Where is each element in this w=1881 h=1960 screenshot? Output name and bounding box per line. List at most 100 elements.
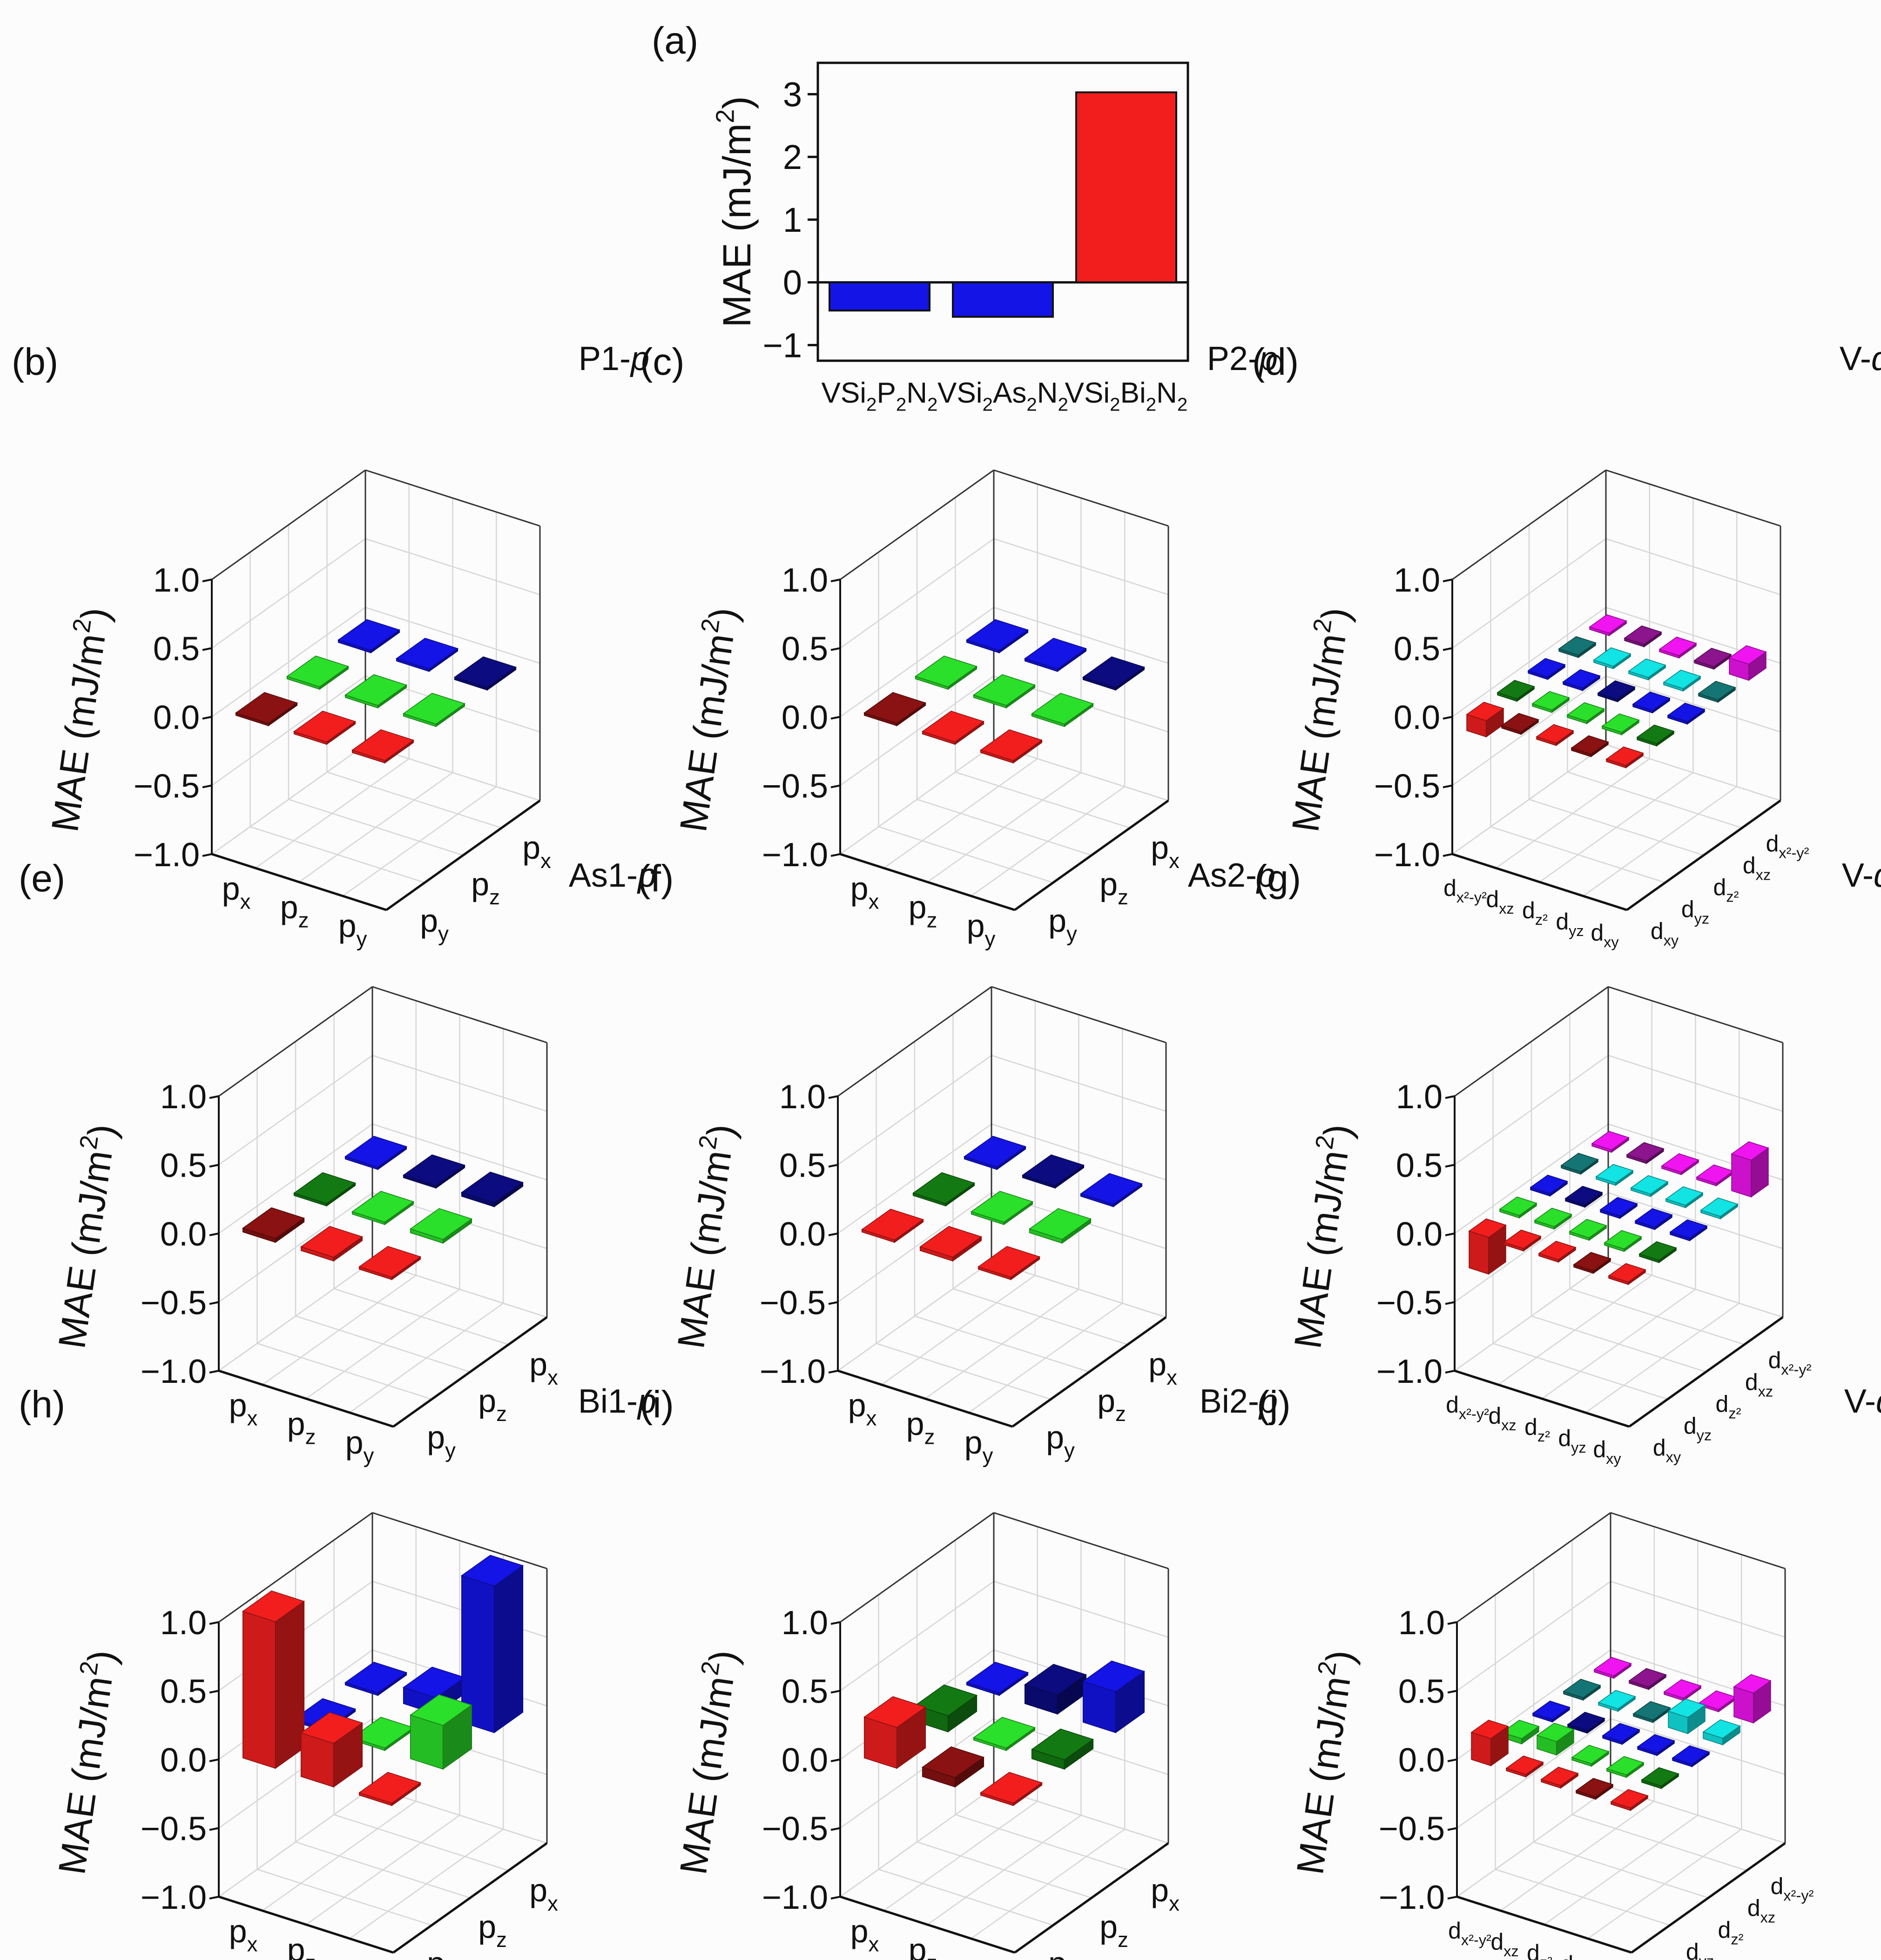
y-axis-label-part: MAE (mJ/m (1289, 1674, 1359, 1877)
grid-line (342, 786, 497, 897)
y-category-label-part: y (1064, 1438, 1075, 1462)
grid-line (968, 1302, 1123, 1414)
z-tick (1443, 647, 1453, 651)
bar-top-face (1540, 1766, 1579, 1786)
x-category-label-part: xy (1606, 1450, 1621, 1467)
bar-top-face (1601, 713, 1640, 733)
y-category-label-part: x (540, 849, 551, 873)
bar-top-face (861, 1208, 924, 1240)
y-axis-label-part: MAE (mJ/m (1287, 1148, 1356, 1351)
x-tick-label-part: P (876, 377, 896, 409)
z-tick (1445, 1233, 1455, 1236)
x-category-label: py (345, 1950, 374, 1960)
y-axis-line (1014, 1842, 1169, 1954)
bar-top-face (1663, 669, 1701, 689)
y-category-label-part: p (478, 1909, 496, 1945)
bar-top-face (1593, 647, 1632, 667)
box-edge (1610, 1512, 1786, 1569)
bar-top-face (915, 1684, 978, 1716)
z-tick (209, 1370, 219, 1374)
bar-top-face (242, 1207, 305, 1239)
x-tick-label-part: N (1037, 377, 1058, 409)
bar-top-face (344, 1136, 407, 1168)
bar-top-face (300, 1226, 363, 1258)
bar-top-face (971, 1191, 1033, 1223)
bar-top-face (235, 692, 298, 724)
panel-title: V-d (1842, 857, 1881, 894)
z-tick-label: 0.5 (1398, 1673, 1445, 1711)
x-category-label: pz (287, 1932, 316, 1960)
y-category-label: pz (471, 866, 500, 909)
bar-top-face (1501, 713, 1539, 733)
z-tick-label: 1.0 (1396, 1078, 1443, 1116)
z-tick-label: 1.0 (782, 562, 828, 599)
x-axis-line (1452, 853, 1627, 911)
bar-top-face (1667, 702, 1706, 722)
x-category-label-part: d (1593, 1436, 1606, 1462)
z-tick-label: 1.0 (1394, 562, 1440, 599)
x-tick-label-part: S (1084, 377, 1103, 409)
y-category-label-part: z (1115, 1402, 1126, 1426)
y-category-label: py (1046, 1419, 1075, 1462)
bar-top-face (1604, 1230, 1642, 1250)
panel-title: P1-p (579, 340, 649, 377)
bar-top-face (1566, 702, 1605, 722)
y-category-label-part: p (529, 1872, 547, 1908)
y-category-label-part: yz (1699, 1953, 1714, 1960)
y-category-label-part: z² (1726, 889, 1739, 905)
y-category-label-part: z (1118, 1928, 1128, 1952)
grid-line (295, 1841, 471, 1899)
z-tick-label: −1.0 (762, 836, 828, 874)
x-category-label: pz (287, 1406, 316, 1449)
grid-line (1531, 1315, 1706, 1373)
x-category-label-part: z² (1540, 1954, 1552, 1960)
panel-title-orbital: d (1876, 1383, 1881, 1420)
x-tick-label-part: V (937, 377, 957, 409)
y-category-label-part: xz (1758, 1383, 1773, 1400)
bar-top-face (1571, 1744, 1610, 1765)
x-category-label-part: x²-y² (1459, 1406, 1489, 1422)
y-axis-label-part: MAE (mJ/m (44, 631, 114, 835)
y-category-label-part: d (1745, 1369, 1758, 1395)
bar-top-face (973, 674, 1036, 706)
x-category-label-part: d (1446, 1392, 1459, 1418)
x-category-label-part: yz (1569, 923, 1584, 939)
x-tick-label-part: 2 (1026, 394, 1037, 415)
bar-top-face (922, 1746, 984, 1778)
x-category-label-part: z (305, 1951, 316, 1960)
x-axis-line (837, 1369, 1013, 1428)
y-category-label-part: xy (1664, 932, 1679, 949)
grid-line (1570, 1288, 1745, 1345)
bar-top-face (1538, 1240, 1577, 1260)
bar-top-face (1665, 1186, 1704, 1206)
z-tick (1447, 1621, 1457, 1625)
bar-top-face (410, 1208, 472, 1240)
z-tick-label: 0.0 (782, 699, 828, 736)
y-axis-label: MAE (mJ/m2) (47, 1121, 124, 1351)
z-tick (209, 1164, 219, 1168)
y-category-label-part: x (547, 1366, 558, 1389)
bar-top-face (1659, 636, 1697, 656)
y-category-label: py (1048, 1945, 1077, 1960)
y-axis-line (1631, 1842, 1786, 1954)
box-edge (1605, 469, 1781, 527)
y-category-label: dxz (1745, 1369, 1773, 1400)
z-tick-label: 0.0 (160, 1216, 207, 1253)
grid-line (914, 1315, 1090, 1373)
x-category-label-part: p (967, 908, 985, 944)
x-category-label-part: d (1490, 1929, 1503, 1955)
grid-line (955, 771, 1130, 828)
x-tick-label-part: 2 (927, 394, 937, 415)
x-category-label: px (229, 1913, 258, 1956)
panel-label: (i) (640, 1383, 674, 1426)
x-category-label-part: p (850, 870, 869, 907)
y-axis-label-part: MAE (mJ/m (51, 1148, 121, 1351)
bar-top-face (1610, 1789, 1649, 1809)
bar-top-face (1637, 1734, 1675, 1754)
z-tick-label: 1.0 (1398, 1604, 1445, 1642)
x-category-label: dx²-y² (1448, 1918, 1491, 1948)
x-tick-label-part: i (976, 377, 983, 409)
